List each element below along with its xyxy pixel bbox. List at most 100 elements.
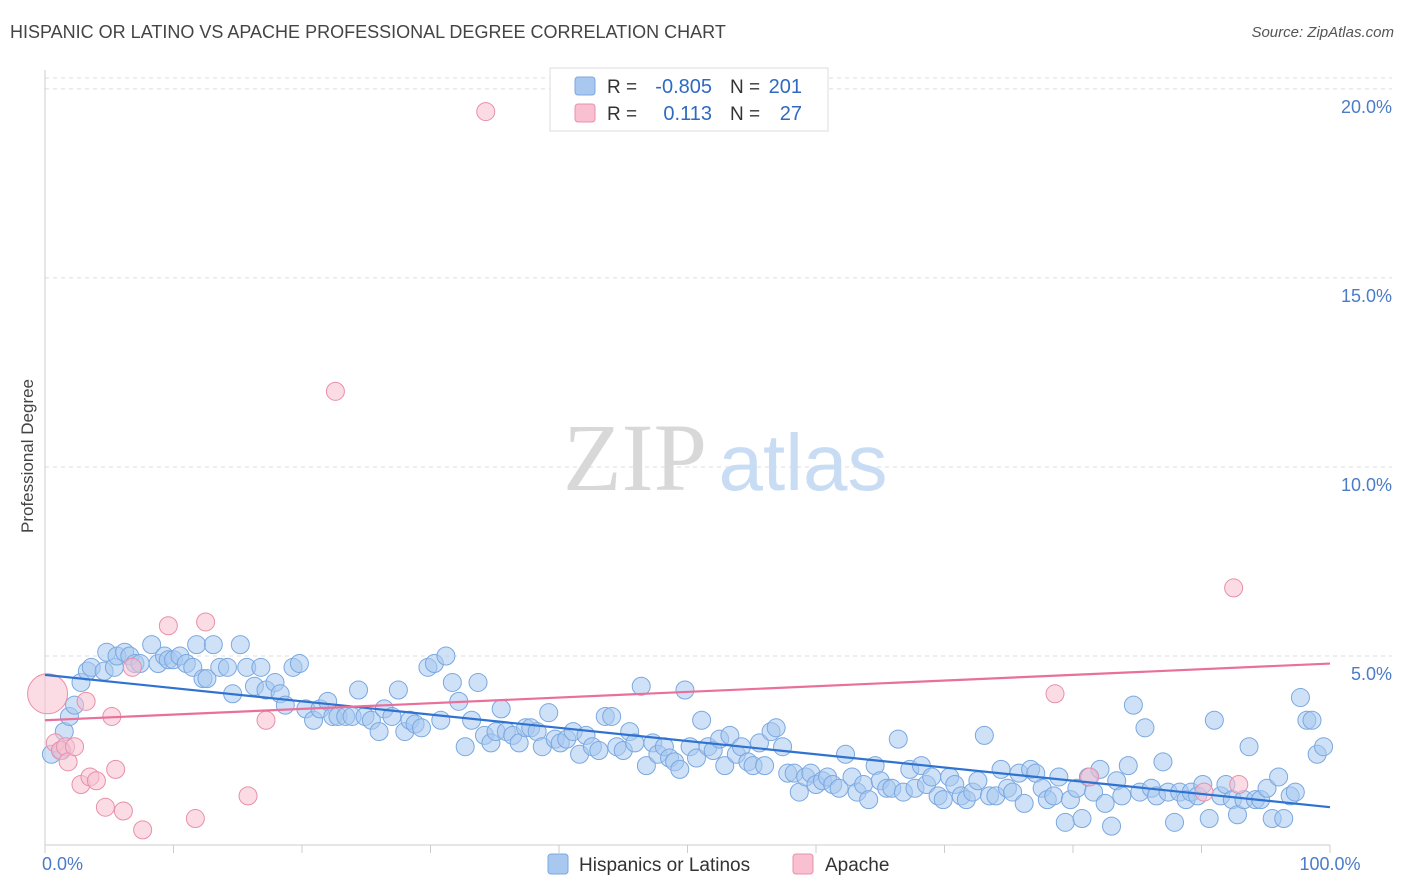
point-hispanic-210 bbox=[1290, 688, 1310, 708]
point-apache-0 bbox=[27, 673, 69, 715]
point-hispanic-52 bbox=[369, 722, 389, 742]
point-hispanic-188 bbox=[1165, 812, 1185, 832]
point-hispanic-155 bbox=[974, 725, 994, 745]
point-hispanic-64 bbox=[442, 672, 462, 692]
point-hispanic-186 bbox=[1153, 752, 1173, 772]
legend-n-label-2: N = bbox=[730, 104, 760, 125]
bottom-legend: Hispanics or Latinos Apache bbox=[547, 853, 889, 876]
point-apache-26 bbox=[1224, 578, 1244, 598]
point-hispanic-49 bbox=[349, 680, 369, 700]
trend-line-hispanic bbox=[44, 673, 1331, 809]
legend-box bbox=[549, 67, 829, 132]
point-hispanic-180 bbox=[1118, 756, 1138, 776]
y-tick-label-1: 10.0% bbox=[1341, 475, 1392, 495]
point-hispanic-130 bbox=[829, 778, 849, 798]
point-hispanic-179 bbox=[1112, 786, 1132, 806]
point-hispanic-117 bbox=[755, 756, 775, 776]
legend: R = -0.805 N = 201 R = 0.113 N = 27 bbox=[549, 67, 829, 132]
point-hispanic-176 bbox=[1095, 793, 1115, 813]
point-hispanic-162 bbox=[1014, 793, 1034, 813]
legend-n-value-1: 201 bbox=[769, 76, 802, 98]
point-hispanic-212 bbox=[1302, 710, 1322, 730]
point-hispanic-102 bbox=[670, 759, 690, 779]
point-hispanic-177 bbox=[1102, 816, 1122, 836]
point-hispanic-154 bbox=[968, 771, 988, 791]
point-apache-12 bbox=[106, 759, 126, 779]
point-hispanic-148 bbox=[933, 790, 953, 810]
point-hispanic-183 bbox=[1135, 718, 1155, 738]
y-tick-label-2: 15.0% bbox=[1341, 286, 1392, 306]
legend-n-value-2: 27 bbox=[780, 103, 802, 125]
trend-line-apache bbox=[44, 662, 1331, 722]
point-apache-22 bbox=[476, 102, 496, 122]
legend-swatch-apache bbox=[574, 103, 596, 123]
point-hispanic-158 bbox=[991, 759, 1011, 779]
trend-lines bbox=[44, 662, 1331, 809]
point-apache-15 bbox=[133, 820, 153, 840]
point-hispanic-95 bbox=[631, 676, 651, 696]
point-hispanic-55 bbox=[388, 680, 408, 700]
point-hispanic-66 bbox=[455, 737, 475, 757]
point-hispanic-140 bbox=[888, 729, 908, 749]
point-apache-20 bbox=[256, 710, 276, 730]
point-hispanic-181 bbox=[1123, 695, 1143, 715]
point-hispanic-214 bbox=[1314, 737, 1334, 757]
point-apache-5 bbox=[65, 737, 85, 757]
point-apache-14 bbox=[122, 657, 142, 677]
watermark-zip: ZIP bbox=[563, 404, 707, 511]
point-hispanic-31 bbox=[230, 635, 250, 655]
point-hispanic-16 bbox=[142, 635, 162, 655]
point-hispanic-206 bbox=[1269, 767, 1289, 787]
y-tick-label-3: 20.0% bbox=[1341, 97, 1392, 117]
legend-swatch-hispanic bbox=[574, 76, 596, 96]
point-hispanic-135 bbox=[859, 790, 879, 810]
point-hispanic-120 bbox=[773, 737, 793, 757]
point-hispanic-59 bbox=[412, 718, 432, 738]
point-hispanic-80 bbox=[539, 703, 559, 723]
point-hispanic-90 bbox=[602, 706, 622, 726]
point-hispanic-26 bbox=[197, 669, 217, 689]
bottom-legend-apache: Apache bbox=[825, 855, 889, 876]
point-hispanic-207 bbox=[1274, 809, 1294, 829]
point-apache-16 bbox=[158, 616, 178, 636]
bottom-legend-swatch-hispanic bbox=[547, 853, 569, 875]
watermark: ZIP atlas bbox=[563, 404, 887, 511]
point-apache-17 bbox=[185, 809, 205, 829]
source-label: Source: ZipAtlas.com bbox=[1251, 24, 1394, 41]
point-hispanic-72 bbox=[491, 699, 511, 719]
chart-title: HISPANIC OR LATINO VS APACHE PROFESSIONA… bbox=[10, 22, 726, 42]
point-hispanic-195 bbox=[1204, 710, 1224, 730]
point-hispanic-169 bbox=[1055, 812, 1075, 832]
point-hispanic-96 bbox=[636, 756, 656, 776]
x-tick-label-1: 100.0% bbox=[1299, 854, 1360, 874]
point-apache-10 bbox=[95, 797, 115, 817]
point-hispanic-167 bbox=[1044, 786, 1064, 806]
tick-labels: 5.0% 10.0% 15.0% 20.0% 0.0% 100.0% bbox=[42, 97, 1392, 874]
point-apache-7 bbox=[76, 691, 96, 711]
point-hispanic-146 bbox=[922, 767, 942, 787]
point-apache-19 bbox=[238, 786, 258, 806]
point-hispanic-204 bbox=[1257, 778, 1277, 798]
point-hispanic-209 bbox=[1285, 782, 1305, 802]
point-hispanic-27 bbox=[203, 635, 223, 655]
point-hispanic-103 bbox=[675, 680, 695, 700]
point-apache-18 bbox=[196, 612, 216, 632]
point-hispanic-68 bbox=[468, 672, 488, 692]
point-hispanic-110 bbox=[715, 756, 735, 776]
point-hispanic-119 bbox=[766, 718, 786, 738]
point-hispanic-194 bbox=[1199, 809, 1219, 829]
point-hispanic-201 bbox=[1239, 737, 1259, 757]
y-tick-label-0: 5.0% bbox=[1351, 664, 1392, 684]
point-hispanic-105 bbox=[686, 748, 706, 768]
point-apache-13 bbox=[113, 801, 133, 821]
point-hispanic-168 bbox=[1049, 767, 1069, 787]
legend-r-label-2: R = bbox=[607, 104, 637, 125]
point-hispanic-160 bbox=[1003, 782, 1023, 802]
watermark-atlas: atlas bbox=[719, 418, 888, 507]
point-apache-9 bbox=[86, 771, 106, 791]
point-apache-27 bbox=[1229, 775, 1249, 795]
point-hispanic-88 bbox=[589, 740, 609, 760]
legend-r-value-2: 0.113 bbox=[663, 103, 712, 125]
point-hispanic-131 bbox=[836, 744, 856, 764]
